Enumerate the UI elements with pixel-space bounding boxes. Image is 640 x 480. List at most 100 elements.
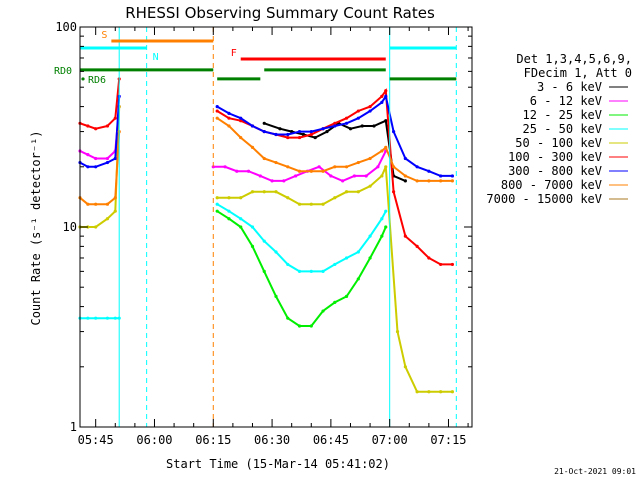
data-point (415, 179, 419, 183)
data-point (403, 156, 407, 161)
legend-label: 7000 - 15000 keV (486, 192, 602, 206)
data-point (450, 390, 454, 394)
x-tick-label: 06:30 (254, 433, 290, 447)
data-point (356, 190, 360, 194)
series-line-800-7000-kev (79, 117, 453, 206)
data-point (372, 124, 376, 128)
data-point (450, 174, 454, 178)
data-point (86, 316, 90, 320)
data-point (250, 124, 255, 128)
data-point (270, 179, 274, 183)
data-point (392, 190, 396, 194)
data-point (317, 165, 321, 169)
data-point (239, 135, 243, 140)
data-point (86, 202, 90, 206)
data-point (105, 316, 110, 320)
data-point (380, 234, 384, 238)
data-point (286, 316, 290, 320)
data-point (262, 121, 266, 125)
data-point (415, 390, 419, 394)
data-point (380, 174, 384, 178)
data-point (415, 244, 419, 248)
data-point (239, 196, 243, 200)
data-point (262, 239, 266, 243)
data-point (94, 156, 98, 161)
data-layer (78, 77, 454, 394)
data-point (356, 277, 360, 281)
data-point (297, 324, 302, 328)
legend-label: 6 - 12 keV (530, 94, 602, 108)
data-point (376, 165, 380, 169)
data-point (313, 135, 317, 140)
data-point (368, 109, 372, 113)
data-point (105, 202, 110, 206)
data-point (392, 165, 396, 169)
legend-label: 25 - 50 keV (523, 122, 602, 136)
legend-label: 3 - 6 keV (537, 80, 602, 94)
data-point (113, 156, 117, 161)
data-point (427, 179, 431, 183)
data-point (439, 262, 443, 267)
data-point (309, 169, 313, 173)
data-point (333, 262, 337, 267)
data-point (86, 153, 90, 157)
data-point (274, 294, 278, 298)
data-point (286, 196, 290, 200)
x-tick-label: 07:15 (430, 433, 466, 447)
data-point (384, 145, 388, 150)
series-line-12-25-kev (216, 210, 387, 327)
data-point (439, 390, 443, 394)
data-point (380, 100, 384, 104)
data-point (309, 269, 313, 273)
data-point (215, 104, 219, 109)
data-point (227, 124, 231, 128)
data-point (297, 169, 302, 173)
data-point (321, 202, 325, 206)
rd-marker-dot (81, 77, 85, 81)
legend-label: 12 - 25 keV (523, 108, 602, 122)
data-point (262, 129, 266, 134)
data-point (356, 250, 360, 254)
data-point (403, 179, 407, 183)
series-300-800-kev (78, 93, 454, 178)
data-point (250, 225, 255, 229)
data-point (380, 217, 384, 221)
legend-label: 50 - 100 keV (515, 136, 602, 150)
data-point (274, 250, 278, 254)
data-point (344, 190, 349, 194)
data-point (368, 234, 372, 238)
data-point (286, 165, 290, 169)
data-point (113, 116, 117, 120)
data-point (227, 116, 231, 120)
data-point (360, 124, 364, 128)
data-point (215, 202, 219, 206)
data-point (344, 121, 349, 125)
data-point (392, 129, 396, 134)
x-tick-label: 06:45 (313, 433, 349, 447)
data-point (258, 174, 262, 178)
data-point (105, 160, 110, 165)
data-point (380, 149, 384, 153)
data-point (368, 156, 372, 161)
y-axis-title: Count Rate (s⁻¹ detector⁻¹) (29, 130, 43, 325)
data-point (286, 135, 290, 140)
y-tick-label: 1 (70, 420, 77, 434)
legend-label: 300 - 800 keV (508, 164, 602, 178)
data-point (321, 269, 325, 273)
legend: Det 1,3,4,5,6,9, FDecim 1, Att 0 3 - 6 k… (486, 52, 632, 206)
series-25-50-kev (78, 202, 388, 320)
data-point (348, 127, 353, 131)
data-point (278, 127, 282, 131)
rd-line-label: RD0 (54, 66, 72, 77)
data-point (356, 160, 360, 165)
data-point (403, 365, 407, 369)
data-point (235, 169, 239, 173)
data-point (86, 165, 90, 169)
data-point (86, 124, 90, 128)
data-point (450, 179, 454, 183)
legend-label: 800 - 7000 keV (501, 178, 602, 192)
data-point (415, 165, 419, 169)
data-point (384, 225, 388, 229)
data-point (427, 169, 431, 173)
data-point (286, 132, 290, 137)
